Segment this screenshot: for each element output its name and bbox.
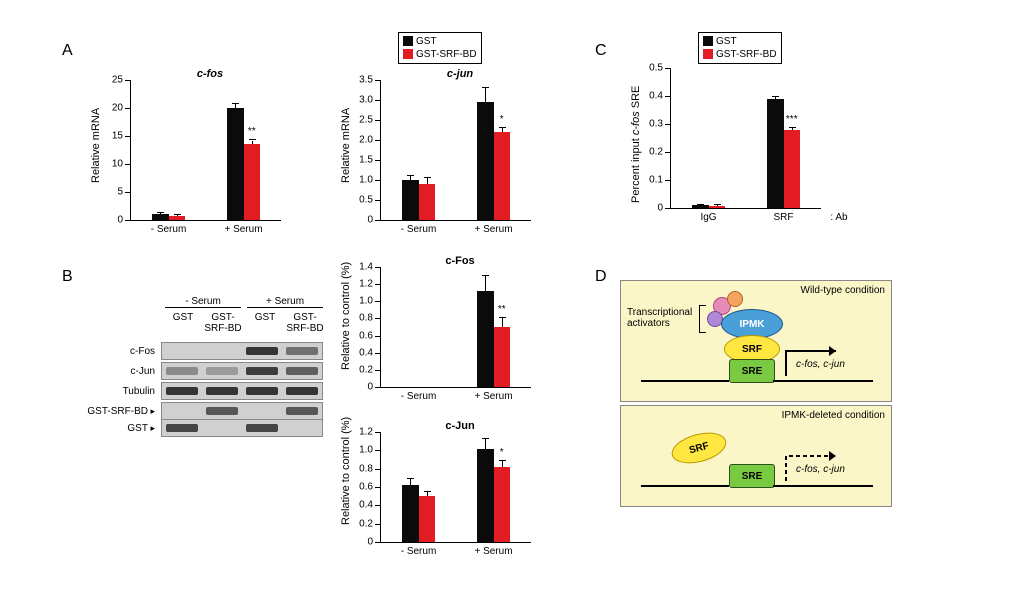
blot-strip [161, 419, 323, 437]
blot-row-c-jun: c-Jun [80, 362, 323, 380]
chart-a-cjun-ylabel: Relative mRNA [340, 108, 352, 183]
lane-4: GST- SRF-BD [285, 312, 325, 334]
sre-box-wild: SRE [729, 359, 775, 383]
blot-strip [161, 342, 323, 360]
blot-row-label: c-Fos [80, 346, 161, 357]
diagram-wild: Wild-type condition Transcriptional acti… [620, 280, 892, 402]
chart-c: Percent input c-fos SRE 00.10.20.30.40.5… [660, 68, 840, 209]
sre-box-del: SRE [729, 464, 775, 488]
chart-b-cfos-ylabel: Relative to control (%) [340, 262, 352, 370]
chart-b-cfos-title: c-Fos [370, 255, 550, 267]
chart-c-ylabel: Percent input c-fos SRE [630, 86, 642, 203]
blot-strip [161, 402, 323, 420]
legend-c-srfbd: GST-SRF-BD [716, 49, 777, 60]
legend-srfbd-label: GST-SRF-BD [416, 49, 477, 60]
dna-del-left [641, 485, 729, 487]
blot-row-c-fos: c-Fos [80, 342, 323, 360]
chart-b-cjun-title: c-Jun [370, 420, 550, 432]
plot-b-cfos: 00.20.40.60.81.01.21.4- Serum+ Serum** [380, 267, 531, 388]
blot-row-label: Tubulin [80, 386, 161, 397]
legend-c-swatch-srfbd [703, 49, 713, 59]
activators-bracket [699, 305, 706, 333]
blot-strip [161, 362, 323, 380]
panel-a-letter: A [62, 42, 73, 60]
wild-cond-label: Wild-type condition [801, 285, 885, 296]
blot-row-label: GST ▸ [80, 423, 161, 434]
legend-c-swatch-gst [703, 36, 713, 46]
srf-ellipse-del: SRF [668, 427, 729, 469]
panel-c-letter: C [595, 42, 607, 60]
blot-row-gst-srf-bd: GST-SRF-BD ▸ [80, 402, 323, 420]
blot-row-label: c-Jun [80, 366, 161, 377]
activators-label: Transcriptional activators [627, 307, 692, 329]
plot-a-cfos: 0510152025- Serum+ Serum** [130, 80, 281, 221]
chart-a-cjun: c-jun Relative mRNA 00.51.01.52.02.53.03… [370, 68, 550, 221]
blob-orange [727, 291, 743, 307]
lane-3: GST [247, 312, 283, 323]
blot-group-plus: + Serum [247, 296, 323, 308]
chart-a-cfos-ylabel: Relative mRNA [90, 108, 102, 183]
plot-a-cjun: 00.51.01.52.02.53.03.5- Serum+ Serum* [380, 80, 531, 221]
chart-a-cfos-title: c-fos [120, 68, 300, 80]
deleted-cond-label: IPMK-deleted condition [782, 410, 885, 421]
blot-strip [161, 382, 323, 400]
legend-c: GST GST-SRF-BD [698, 32, 782, 64]
panel-d-letter: D [595, 268, 607, 286]
chart-b-cjun: c-Jun Relative to control (%) 00.20.40.6… [370, 420, 550, 543]
chart-a-cfos: c-fos Relative mRNA 0510152025- Serum+ S… [120, 68, 300, 221]
genes-wild: c-fos, c-jun [796, 359, 845, 370]
chart-a-cjun-title: c-jun [370, 68, 550, 80]
blot-row-label: GST-SRF-BD ▸ [80, 406, 161, 417]
chart-b-cfos: c-Fos Relative to control (%) 00.20.40.6… [370, 255, 550, 388]
diagram-deleted: IPMK-deleted condition SRF SRE c-fos, c-… [620, 405, 892, 507]
legend-main: GST GST-SRF-BD [398, 32, 482, 64]
lane-1: GST [165, 312, 201, 323]
panel-b-letter: B [62, 268, 73, 286]
legend-swatch-gst [403, 36, 413, 46]
chart-b-cjun-ylabel: Relative to control (%) [340, 417, 352, 525]
legend-gst-label: GST [416, 36, 437, 47]
genes-del: c-fos, c-jun [796, 464, 845, 475]
legend-c-gst: GST [716, 36, 737, 47]
blot-row-tubulin: Tubulin [80, 382, 323, 400]
legend-swatch-srfbd [403, 49, 413, 59]
plot-b-cjun: 00.20.40.60.81.01.2- Serum+ Serum* [380, 432, 531, 543]
blot-row-gst: GST ▸ [80, 419, 323, 437]
dna-wild-left [641, 380, 729, 382]
lane-2: GST- SRF-BD [203, 312, 243, 334]
plot-c: 00.10.20.30.40.5IgGSRF***: Ab [670, 68, 821, 209]
blot-group-minus: - Serum [165, 296, 241, 308]
